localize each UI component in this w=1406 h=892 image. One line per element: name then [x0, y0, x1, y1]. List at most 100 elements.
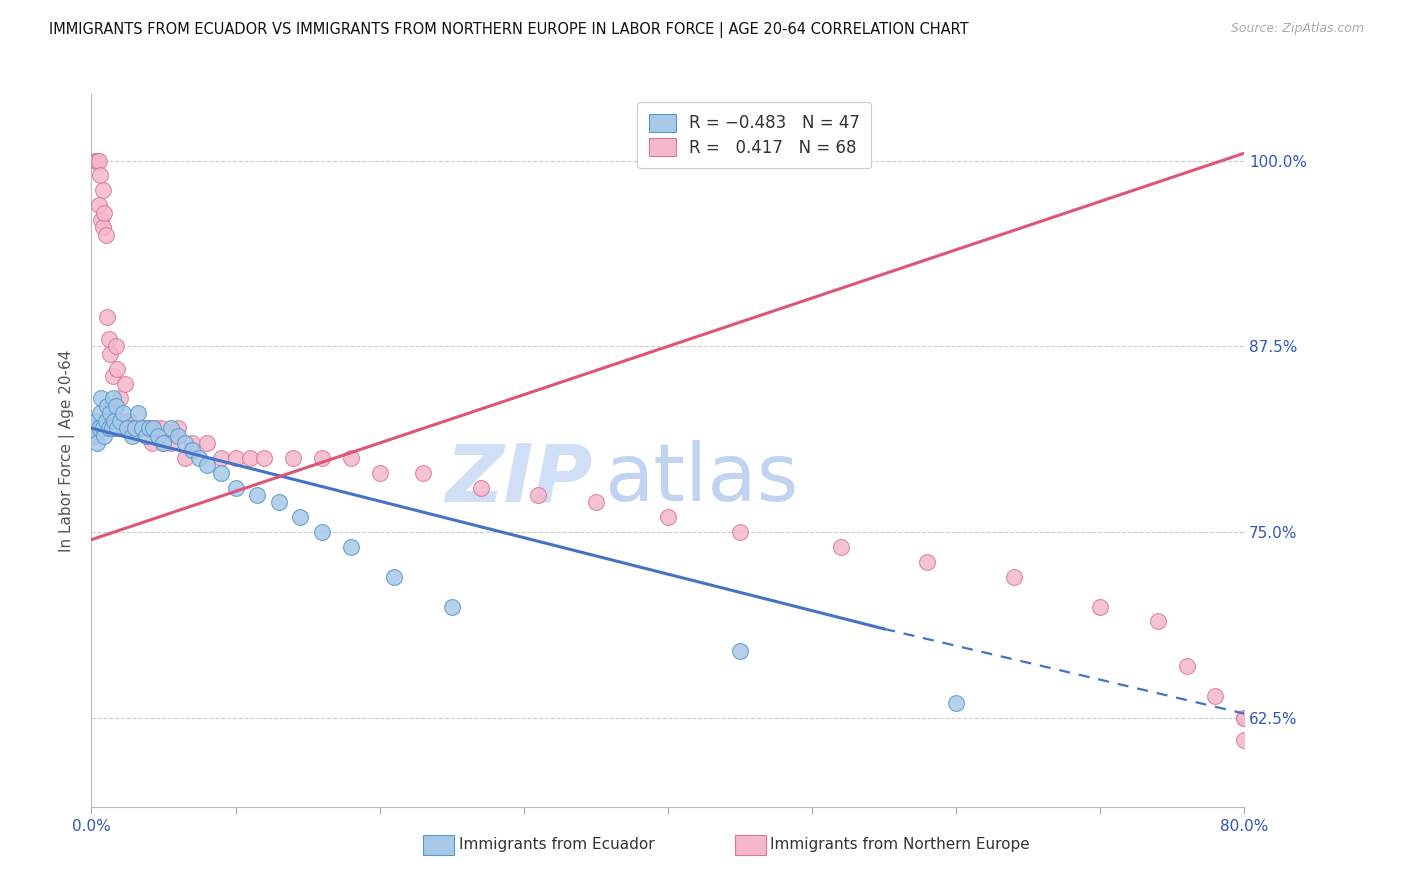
Point	[121, 421, 143, 435]
Point	[1204, 689, 1226, 703]
Point	[728, 525, 751, 540]
Point	[124, 421, 146, 435]
Text: ZIP: ZIP	[446, 440, 593, 518]
Point	[94, 227, 117, 242]
Point	[1233, 711, 1256, 725]
Point	[89, 406, 111, 420]
Point	[152, 436, 174, 450]
Point	[246, 488, 269, 502]
Point	[87, 421, 110, 435]
Point	[152, 436, 174, 450]
Point	[1002, 570, 1025, 584]
Point	[91, 220, 114, 235]
Point	[290, 510, 312, 524]
Point	[90, 213, 112, 227]
Point	[111, 421, 134, 435]
Point	[135, 428, 157, 442]
Point	[830, 540, 852, 554]
Text: atlas: atlas	[605, 440, 799, 518]
Point	[159, 436, 181, 450]
Point	[188, 450, 211, 465]
Point	[159, 421, 181, 435]
Point	[131, 421, 153, 435]
Point	[86, 153, 108, 168]
Point	[97, 421, 120, 435]
Point	[105, 361, 128, 376]
Point	[209, 466, 232, 480]
Point	[103, 421, 125, 435]
Y-axis label: In Labor Force | Age 20-64: In Labor Force | Age 20-64	[59, 350, 75, 551]
Point	[103, 414, 125, 428]
Point	[225, 450, 247, 465]
Point	[101, 369, 124, 384]
Point	[135, 421, 157, 435]
Point	[98, 406, 121, 420]
Point	[96, 310, 118, 324]
Point	[121, 428, 143, 442]
Point	[124, 421, 146, 435]
Point	[174, 450, 197, 465]
Point	[281, 450, 305, 465]
Point	[657, 510, 679, 524]
Point	[117, 421, 139, 435]
Point	[1147, 615, 1170, 629]
Point	[112, 421, 135, 435]
Point	[107, 421, 129, 435]
Text: Immigrants from Ecuador: Immigrants from Ecuador	[458, 838, 654, 852]
Point	[96, 399, 118, 413]
Point	[87, 153, 110, 168]
Point	[470, 481, 492, 495]
Point	[93, 428, 115, 442]
Point	[84, 153, 107, 168]
Point	[89, 169, 111, 183]
Point	[104, 399, 127, 413]
Point	[209, 450, 232, 465]
Point	[127, 421, 149, 435]
Point	[138, 421, 160, 435]
Point	[115, 421, 138, 435]
Text: Source: ZipAtlas.com: Source: ZipAtlas.com	[1230, 22, 1364, 36]
Point	[114, 376, 136, 391]
Point	[94, 414, 117, 428]
Point	[527, 488, 550, 502]
Point	[84, 414, 107, 428]
Point	[101, 392, 124, 406]
Point	[728, 644, 751, 658]
Point	[146, 428, 169, 442]
Point	[90, 392, 112, 406]
Point	[239, 450, 262, 465]
Point	[138, 421, 160, 435]
Point	[181, 436, 204, 450]
Point	[104, 339, 127, 353]
Point	[382, 570, 405, 584]
Point	[311, 450, 333, 465]
Point	[86, 436, 108, 450]
Point	[87, 198, 110, 212]
Point	[174, 436, 197, 450]
Point	[145, 421, 167, 435]
Point	[97, 332, 120, 346]
Point	[1233, 733, 1256, 747]
Text: IMMIGRANTS FROM ECUADOR VS IMMIGRANTS FROM NORTHERN EUROPE IN LABOR FORCE | AGE : IMMIGRANTS FROM ECUADOR VS IMMIGRANTS FR…	[49, 22, 969, 38]
Point	[412, 466, 434, 480]
Point	[127, 406, 149, 420]
Point	[100, 421, 122, 435]
Point	[1233, 711, 1256, 725]
Point	[253, 450, 276, 465]
Point	[131, 421, 153, 435]
Point	[91, 421, 114, 435]
Point	[98, 347, 121, 361]
Point	[110, 414, 132, 428]
Point	[915, 555, 938, 569]
Point	[195, 458, 218, 473]
Point	[267, 495, 290, 509]
Point	[142, 421, 165, 435]
Point	[340, 540, 363, 554]
Point	[149, 421, 172, 435]
Point	[141, 436, 163, 450]
Point	[83, 428, 105, 442]
Point	[110, 392, 132, 406]
Point	[100, 421, 122, 435]
Point	[945, 696, 967, 710]
Point	[94, 421, 117, 435]
